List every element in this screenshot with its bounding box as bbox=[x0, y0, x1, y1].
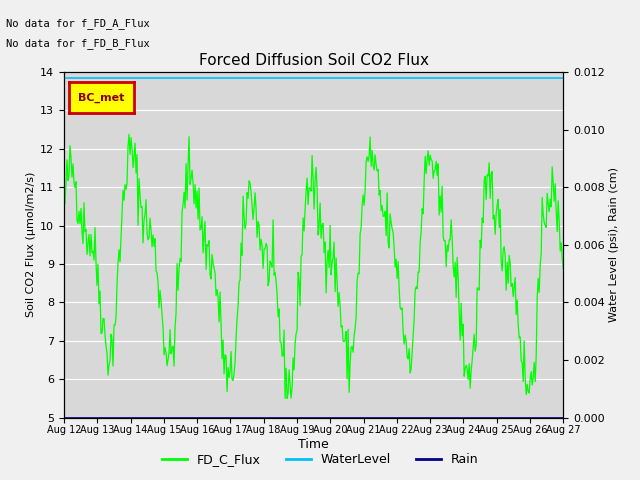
Legend: FD_C_Flux, WaterLevel, Rain: FD_C_Flux, WaterLevel, Rain bbox=[157, 448, 483, 471]
Title: Forced Diffusion Soil CO2 Flux: Forced Diffusion Soil CO2 Flux bbox=[198, 53, 429, 68]
Y-axis label: Water Level (psi), Rain (cm): Water Level (psi), Rain (cm) bbox=[609, 168, 619, 322]
Text: No data for f_FD_A_Flux: No data for f_FD_A_Flux bbox=[6, 18, 150, 29]
Y-axis label: Soil CO2 Flux (μmol/m2/s): Soil CO2 Flux (μmol/m2/s) bbox=[26, 172, 36, 317]
X-axis label: Time: Time bbox=[298, 438, 329, 451]
Text: No data for f_FD_B_Flux: No data for f_FD_B_Flux bbox=[6, 37, 150, 48]
